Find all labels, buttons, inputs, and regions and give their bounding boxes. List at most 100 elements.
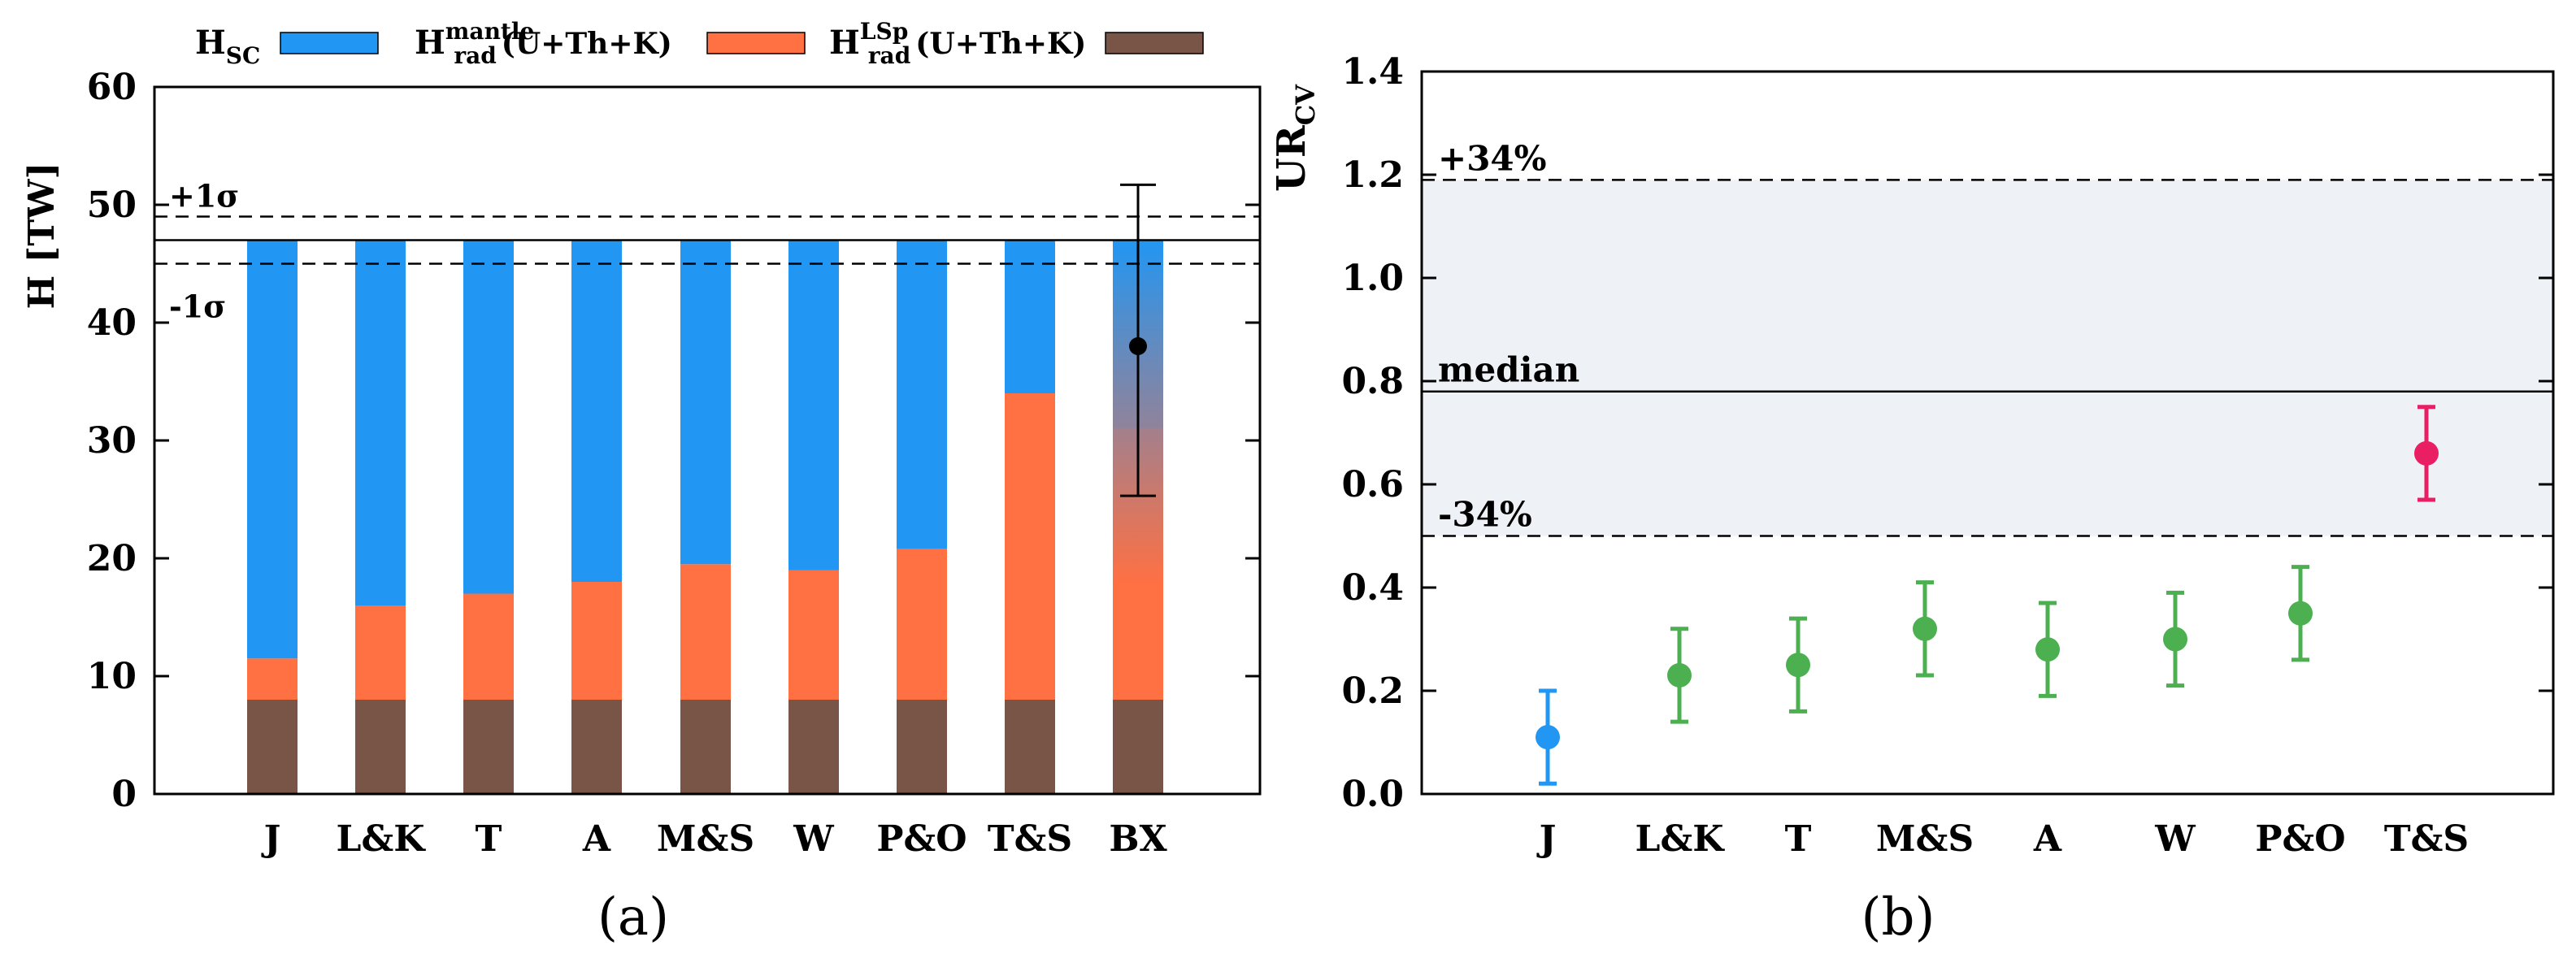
y-tick-label-b: 0.4 — [1341, 567, 1404, 609]
x-label-b-mands: M&S — [1876, 818, 1974, 860]
x-label-b-t: T — [1785, 818, 1812, 860]
x-label-a-pando: P&O — [876, 818, 967, 860]
point-marker — [1913, 616, 1937, 641]
y-axis-label-b-sub: CV — [1290, 84, 1321, 125]
ref-label-a: -1σ — [169, 288, 226, 325]
y-tick-label-a: 30 — [87, 420, 137, 462]
panel-a: HSC Hmantle rad (U+Th+K) HLSp rad (U+Th+K) +1σ… — [21, 18, 1262, 948]
reference-lines-a: +1σ -1σ — [154, 178, 1260, 325]
x-label-a-bx: BX — [1109, 818, 1167, 860]
panel-label-b: (b) — [1861, 887, 1935, 948]
ref-label-b: +34% — [1438, 138, 1547, 178]
x-label-b-j: J — [1536, 818, 1557, 860]
legend-item-0: HSC — [195, 24, 379, 69]
point-marker — [1536, 725, 1560, 750]
y-tick-label-b: 1.4 — [1341, 51, 1404, 93]
x-axis-b: J L&K T M&S A W P&O T&S — [1536, 818, 2470, 860]
y-tick-label-b: 0.6 — [1341, 464, 1404, 505]
bar-t-hsc — [463, 240, 514, 594]
point-marker — [1667, 662, 1692, 688]
y-tick-label-b: 0.8 — [1341, 361, 1404, 402]
legend-label: HLSp rad (U+Th+K) — [829, 18, 1086, 69]
y-tick-label-a: 10 — [87, 656, 137, 697]
y-tick-label-a: 50 — [87, 184, 137, 226]
point-marker — [2035, 637, 2060, 662]
band-b — [1422, 180, 2553, 536]
bar-w-lsp — [788, 700, 839, 794]
bar-j-mantle — [247, 658, 298, 700]
x-label-b-pando: P&O — [2255, 818, 2345, 860]
bars-a — [247, 240, 1163, 794]
point-b-j — [1536, 688, 1560, 786]
bar-mands-hsc — [680, 240, 731, 565]
bar-pando-mantle — [897, 549, 947, 700]
x-label-a-j: J — [261, 818, 281, 860]
panel-b: +34%median-34% 0.00.20.40.60.81.01.21.4 … — [1269, 51, 2555, 948]
point-b-t — [1786, 616, 1810, 714]
bar-a-lsp — [571, 700, 622, 794]
points-b — [1536, 405, 2439, 786]
bar-mands-lsp — [680, 700, 731, 794]
bar-pando-hsc — [897, 240, 947, 549]
ref-label-a: +1σ — [169, 178, 239, 215]
y-tick-label-a: 20 — [87, 538, 137, 579]
x-label-a-a: A — [582, 818, 611, 860]
bar-a-mantle — [571, 582, 622, 700]
bar-tands-hsc — [1005, 240, 1055, 393]
point-b-mands — [1913, 580, 1937, 678]
legend-item-2: HLSp rad (U+Th+K) — [829, 18, 1204, 69]
legend-swatch — [1105, 32, 1204, 54]
legend-item-1: Hmantle rad (U+Th+K) — [415, 18, 806, 69]
y-axis-a: 0 10 20 30 40 50 60 — [87, 67, 1260, 815]
bx-point — [1120, 183, 1156, 497]
x-label-a-landk: L&K — [337, 818, 427, 860]
legend-swatch — [280, 32, 379, 54]
x-label-b-landk: L&K — [1636, 818, 1726, 860]
point-marker — [2414, 440, 2439, 466]
y-tick-label-a: 40 — [87, 302, 137, 344]
bar-landk-mantle — [355, 605, 406, 700]
bar-w-mantle — [788, 570, 839, 700]
bar-j-hsc — [247, 240, 298, 659]
bar-w-hsc — [788, 240, 839, 570]
y-axis-label-b-main: UR — [1269, 124, 1314, 192]
bar-t-mantle — [463, 593, 514, 700]
bar-tands-mantle — [1005, 393, 1055, 700]
point-marker — [2163, 627, 2187, 652]
point-b-a — [2035, 601, 2060, 698]
x-label-b-w: W — [2154, 818, 2196, 860]
bx-point-marker — [1129, 337, 1147, 355]
legend-a: HSC Hmantle rad (U+Th+K) HLSp rad (U+Th+K) — [195, 18, 1204, 69]
bar-a-hsc — [571, 240, 622, 582]
point-marker — [1786, 653, 1810, 678]
y-axis-label-b: URCV — [1269, 84, 1321, 192]
band-fill — [1422, 180, 2553, 536]
x-label-a-mands: M&S — [657, 818, 754, 860]
bar-pando-lsp — [897, 700, 947, 794]
point-marker — [2288, 601, 2313, 626]
plot-frame-b — [1420, 70, 2555, 796]
y-tick-label-b: 1.2 — [1341, 154, 1404, 196]
y-tick-label-a: 60 — [87, 67, 137, 108]
bar-landk-lsp — [355, 700, 406, 794]
x-axis-a: J L&K T A M&S W P&O T&S BX — [261, 818, 1168, 860]
bar-mands-mantle — [680, 564, 731, 700]
x-label-b-tands: T&S — [2384, 818, 2469, 860]
y-tick-label-b: 0.2 — [1341, 670, 1404, 712]
legend-label: Hmantle rad (U+Th+K) — [415, 18, 672, 69]
y-axis-label-a: H [TW] — [21, 163, 63, 310]
y-tick-label-a: 0 — [111, 774, 137, 815]
bar-j-lsp — [247, 700, 298, 794]
x-label-b-a: A — [2033, 818, 2062, 860]
point-b-landk — [1667, 627, 1692, 724]
bar-t-lsp — [463, 700, 514, 794]
legend-label: HSC — [195, 24, 260, 69]
x-label-a-tands: T&S — [988, 818, 1072, 860]
panel-label-a: (a) — [597, 887, 669, 948]
x-label-a-w: W — [793, 818, 834, 860]
bar-bx-lsp — [1113, 700, 1163, 794]
point-b-tands — [2414, 405, 2439, 502]
ref-label-b: -34% — [1438, 495, 1532, 535]
bar-landk-hsc — [355, 240, 406, 605]
